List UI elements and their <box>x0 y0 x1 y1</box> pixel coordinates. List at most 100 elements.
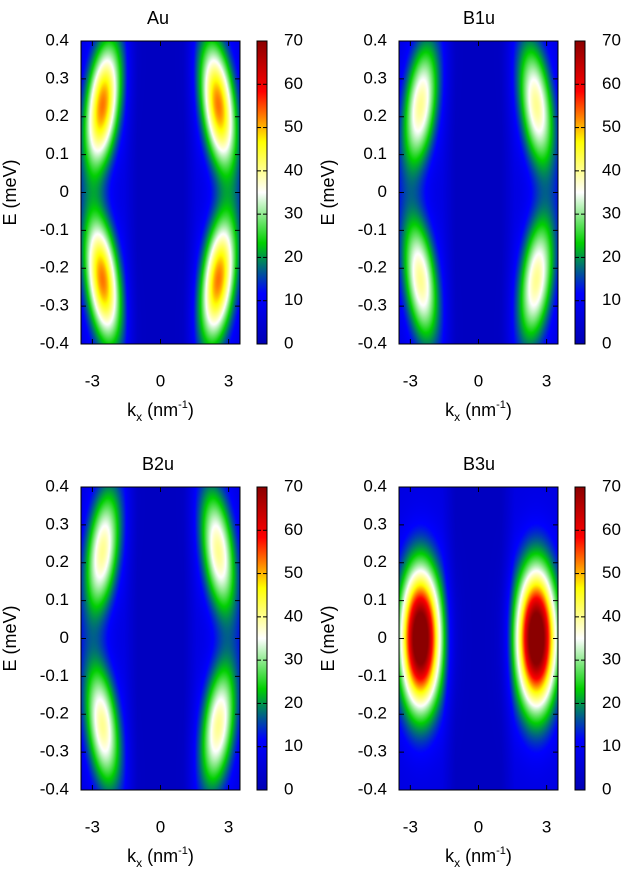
heatmap-image <box>81 41 240 344</box>
y-axis-label: E (meV) <box>0 159 20 225</box>
x-tick-label: 0 <box>156 371 165 390</box>
x-axis-label-base: k <box>127 846 137 866</box>
y-tick-label: 0.1 <box>363 590 387 609</box>
colorbar-tick-label: 50 <box>284 563 303 582</box>
y-tick-label: 0 <box>60 182 69 201</box>
y-tick-label: 0.1 <box>45 590 69 609</box>
x-tick-label: -3 <box>403 817 418 836</box>
colorbar-tick-label: 50 <box>602 117 621 136</box>
x-axis-label-unit-close: ) <box>188 846 194 866</box>
y-tick-label: -0.4 <box>40 779 69 798</box>
y-tick-label: 0.2 <box>45 106 69 125</box>
colorbar-tick-label: 10 <box>602 290 621 309</box>
colorbar-gradient <box>575 487 585 790</box>
x-axis-label: kx (nm-1) <box>127 399 194 424</box>
y-tick-label: 0.3 <box>363 68 387 87</box>
colorbar-tick-label: 40 <box>602 606 621 625</box>
panel-b2u: B2u 0.4 0.3 0.2 0.1 0 -0.1 -0.2 -0.3 -0.4 -3 0 3 E (m… <box>0 454 303 870</box>
colorbar-tick-label: 30 <box>284 204 303 223</box>
y-tick-label: -0.2 <box>40 258 69 277</box>
colorbar-tick-label: 40 <box>284 160 303 179</box>
x-axis-label: kx (nm-1) <box>127 845 194 870</box>
heatmap-image <box>399 41 558 344</box>
colorbar-tick-label: 70 <box>284 476 303 495</box>
colorbar-tick-label: 60 <box>284 520 303 539</box>
colorbar-tick-label: 20 <box>284 247 303 266</box>
y-axis-label: E (meV) <box>318 605 338 671</box>
y-tick-label: 0 <box>60 628 69 647</box>
x-tick-label: 0 <box>474 817 483 836</box>
colorbar-tick-label: 50 <box>284 117 303 136</box>
colorbar-tick-label: 10 <box>284 736 303 755</box>
colorbar-gradient <box>257 487 267 790</box>
y-tick-label: 0.1 <box>45 144 69 163</box>
panel-au: Au 0.4 0.3 0.2 0.1 0 -0.1 -0.2 -0.3 -0.4 -3 0 3 E (me… <box>0 8 303 424</box>
x-tick-label: -3 <box>403 371 418 390</box>
x-tick-label: -3 <box>85 371 100 390</box>
colorbar-tick-label: 40 <box>602 160 621 179</box>
y-tick-label: 0.2 <box>363 552 387 571</box>
colorbar-tick-label: 10 <box>284 290 303 309</box>
panel-title: B2u <box>142 454 174 474</box>
x-axis-label-superscript: -1 <box>496 399 506 411</box>
colorbar-tick-label: 0 <box>284 333 293 352</box>
x-axis-label-base: k <box>445 846 455 866</box>
x-axis-label-superscript: -1 <box>496 845 506 857</box>
colorbar-tick-label: 60 <box>284 74 303 93</box>
colorbar-tick-label: 50 <box>602 563 621 582</box>
y-tick-label: 0.4 <box>363 476 387 495</box>
y-tick-label: -0.1 <box>40 666 69 685</box>
y-tick-label: -0.2 <box>40 704 69 723</box>
y-tick-label: -0.4 <box>40 333 69 352</box>
y-tick-label: 0.3 <box>45 514 69 533</box>
colorbar-tick-label: 70 <box>284 30 303 49</box>
colorbar-frame <box>574 486 586 791</box>
y-tick-label: -0.3 <box>358 296 387 315</box>
colorbar-tick-label: 70 <box>602 476 621 495</box>
colorbar-tick-label: 60 <box>602 74 621 93</box>
x-tick-label: 3 <box>542 371 551 390</box>
colorbar-tick-label: 20 <box>602 693 621 712</box>
colorbar-tick-label: 30 <box>284 650 303 669</box>
colorbar-gradient <box>575 41 585 344</box>
y-axis-label: E (meV) <box>0 605 20 671</box>
y-tick-label: -0.3 <box>358 742 387 761</box>
panel-title: B1u <box>463 8 495 28</box>
colorbar-tick-label: 0 <box>602 779 611 798</box>
x-axis-label-unit: (nm <box>460 400 496 420</box>
colorbar-tick-label: 10 <box>602 736 621 755</box>
y-tick-label: -0.3 <box>40 296 69 315</box>
x-axis-label-subscript: x <box>454 856 460 870</box>
y-tick-label: 0.3 <box>45 68 69 87</box>
x-axis-label-unit: (nm <box>460 846 496 866</box>
x-axis-label-unit: (nm <box>142 846 178 866</box>
y-axis-label: E (meV) <box>318 159 338 225</box>
colorbar-tick-label: 30 <box>602 204 621 223</box>
x-axis-label-superscript: -1 <box>178 399 188 411</box>
x-axis-label-subscript: x <box>136 856 142 870</box>
heatmap-image <box>399 487 558 790</box>
colorbar-tick-label: 0 <box>284 779 293 798</box>
colorbar: 70 60 50 40 30 20 10 0 <box>256 476 303 798</box>
colorbar-tick-label: 20 <box>284 693 303 712</box>
x-axis-label-unit-close: ) <box>188 400 194 420</box>
x-tick-label: 3 <box>542 817 551 836</box>
y-tick-label: 0.4 <box>45 30 69 49</box>
x-axis-label-unit-close: ) <box>506 400 512 420</box>
y-tick-label: -0.1 <box>358 666 387 685</box>
panel-title: Au <box>147 8 169 28</box>
colorbar: 70 60 50 40 30 20 10 0 <box>574 476 621 798</box>
colorbar-tick-label: 40 <box>284 606 303 625</box>
x-axis-label: kx (nm-1) <box>445 399 512 424</box>
colorbar-frame <box>256 40 268 345</box>
colorbar-frame <box>256 486 268 791</box>
colorbar-tick-label: 0 <box>602 333 611 352</box>
x-tick-label: -3 <box>85 817 100 836</box>
colorbar: 70 60 50 40 30 20 10 0 <box>574 30 621 352</box>
colorbar-gradient <box>257 41 267 344</box>
x-axis-label-subscript: x <box>136 410 142 424</box>
y-tick-label: -0.3 <box>40 742 69 761</box>
panel-b1u: B1u 0.4 0.3 0.2 0.1 0 -0.1 -0.2 -0.3 -0.4 -3 0 3 E (m… <box>318 8 621 424</box>
y-tick-label: 0 <box>378 628 387 647</box>
